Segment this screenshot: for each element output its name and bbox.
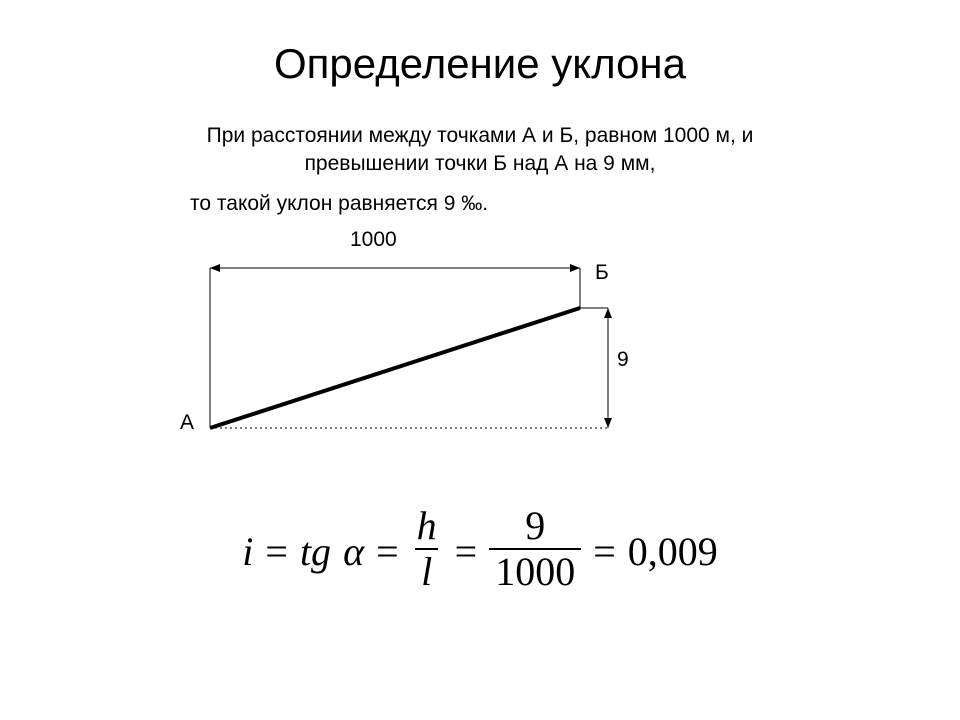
fraction-hl: h l: [411, 506, 443, 592]
fraction-values-denominator: 1000: [489, 548, 581, 592]
description-line-2: превышении точки Б над А на 9 мм,: [305, 152, 656, 175]
point-b-label: Б: [595, 261, 609, 285]
fraction-hl-denominator: l: [415, 548, 438, 592]
formula-i: i: [242, 528, 253, 575]
arrow-down-icon: [604, 418, 612, 428]
slope-diagram-svg: [170, 228, 690, 458]
description: При расстоянии между точками А и Б, равн…: [0, 122, 960, 179]
formula-result: 0,009: [628, 528, 718, 575]
description-line-1: При расстоянии между точками А и Б, равн…: [207, 124, 754, 147]
arrow-left-icon: [210, 264, 220, 272]
formula-alpha: α: [343, 528, 364, 575]
formula-tg: tg: [300, 528, 331, 575]
sub-description: то такой уклон равняется 9 ‰.: [190, 192, 488, 216]
slope-line: [210, 308, 580, 428]
page-title: Определение уклона: [0, 40, 960, 88]
arrow-right-icon: [570, 264, 580, 272]
formula-eq-2: =: [376, 528, 399, 575]
fraction-hl-numerator: h: [411, 506, 443, 548]
page: Определение уклона При расстоянии между …: [0, 0, 960, 720]
formula-eq-4: =: [593, 528, 616, 575]
formula-eq-1: =: [265, 528, 288, 575]
height-value-label: 9: [617, 348, 629, 372]
fraction-values: 9 1000: [489, 506, 581, 592]
fraction-values-numerator: 9: [519, 506, 551, 548]
formula-eq-3: =: [455, 528, 478, 575]
point-a-label: А: [180, 411, 194, 435]
arrow-up-icon: [604, 308, 612, 318]
slope-diagram: 1000 Б 9 А: [170, 228, 690, 478]
horizontal-distance-label: 1000: [350, 228, 397, 252]
formula-row: i = tg α = h l = 9 1000 = 0,009: [242, 508, 718, 594]
formula: i = tg α = h l = 9 1000 = 0,009: [0, 508, 960, 594]
